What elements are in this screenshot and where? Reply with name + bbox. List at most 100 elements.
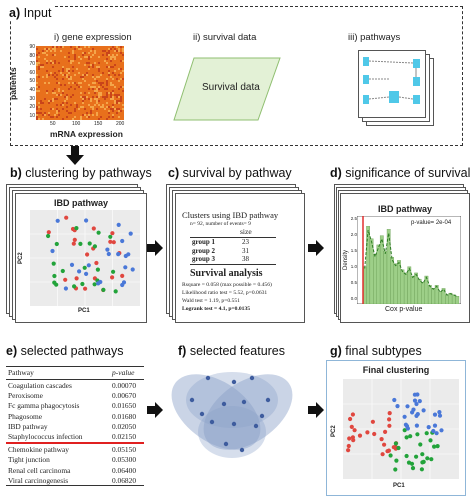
scatter-point bbox=[393, 441, 398, 446]
heatmap-cell bbox=[46, 60, 48, 62]
heatmap-cell bbox=[92, 76, 94, 78]
heatmap-cell bbox=[116, 54, 118, 56]
heatmap-cell bbox=[58, 70, 60, 72]
heatmap-cell bbox=[36, 90, 38, 92]
c-group-row: group 2 31 bbox=[190, 247, 276, 256]
heatmap-cell bbox=[98, 92, 100, 94]
d-histogram bbox=[357, 216, 461, 304]
heatmap-cell bbox=[98, 82, 100, 84]
heatmap-cell bbox=[120, 98, 122, 100]
heatmap-cell bbox=[84, 92, 86, 94]
pathway-row: Chemokine pathway 0.05150 bbox=[6, 444, 144, 454]
heatmap-ylabel: patients bbox=[8, 67, 18, 100]
heatmap-cell bbox=[54, 46, 56, 48]
heatmap-cell bbox=[106, 84, 108, 86]
heatmap-ytick: 70 bbox=[29, 61, 35, 68]
d-ytick: 2.5 bbox=[350, 216, 357, 221]
heatmap-cell bbox=[42, 66, 44, 68]
heatmap-cell bbox=[54, 114, 56, 116]
heatmap-cell bbox=[70, 60, 72, 62]
gene-expression-label: i) gene expression bbox=[54, 32, 132, 43]
heatmap-cell bbox=[74, 110, 76, 112]
c-group-size: 38 bbox=[242, 255, 249, 263]
heatmap-cell bbox=[36, 54, 38, 56]
heatmap-cell bbox=[66, 106, 68, 108]
survival-data-text: Survival data bbox=[202, 82, 260, 93]
pathway-row: Tight junction 0.05300 bbox=[6, 454, 144, 464]
heatmap-ytick: 10 bbox=[29, 112, 35, 119]
d-ytick: 2.0 bbox=[350, 232, 357, 237]
panel-a-header: a) Input bbox=[6, 6, 55, 20]
b-xlabel: PC1 bbox=[78, 308, 90, 314]
d-histogram-bar bbox=[383, 250, 388, 304]
scatter-point bbox=[380, 452, 385, 457]
heatmap-cell bbox=[52, 90, 54, 92]
right-arrow-icon-2 bbox=[308, 240, 324, 256]
panel-g-letter: g) bbox=[330, 344, 342, 358]
heatmap-cell bbox=[64, 74, 66, 76]
d-histogram-bar bbox=[403, 272, 408, 304]
heatmap-cell bbox=[96, 114, 98, 116]
scatter-point bbox=[414, 423, 419, 428]
heatmap-cell bbox=[38, 68, 40, 70]
pathway-row: Phagosome 0.01680 bbox=[6, 411, 144, 421]
heatmap-cell bbox=[98, 66, 100, 68]
scatter-point bbox=[421, 459, 426, 464]
scatter-point bbox=[370, 419, 375, 424]
scatter-point bbox=[357, 433, 363, 438]
heatmap-cell bbox=[68, 72, 70, 74]
heatmap-cell bbox=[44, 98, 46, 100]
scatter-point bbox=[429, 457, 434, 462]
heatmap-cell bbox=[108, 106, 110, 108]
heatmap-cell bbox=[66, 68, 68, 70]
col-pathway-header: Pathway bbox=[8, 368, 34, 377]
heatmap-cell bbox=[36, 62, 38, 64]
scatter-point bbox=[83, 286, 88, 291]
heatmap-cell bbox=[66, 102, 68, 104]
heatmap-cell bbox=[72, 66, 74, 68]
d-histogram-bar bbox=[431, 288, 436, 304]
scatter-point bbox=[414, 401, 419, 407]
heatmap-cell bbox=[68, 112, 70, 114]
heatmap-cell bbox=[84, 80, 86, 82]
heatmap-cell bbox=[118, 50, 120, 52]
scatter-point bbox=[415, 432, 420, 437]
scatter-point bbox=[111, 240, 116, 245]
scatter-point bbox=[388, 453, 393, 458]
scatter-point bbox=[52, 280, 57, 285]
scatter-point bbox=[408, 434, 413, 439]
d-histogram-bar bbox=[438, 291, 442, 304]
heatmap-cell bbox=[106, 52, 108, 54]
heatmap-cell bbox=[52, 46, 54, 48]
g-plot-title: Final clustering bbox=[362, 365, 430, 375]
pathway-pvalue: 0.06400 bbox=[112, 465, 137, 475]
heatmap-cell bbox=[58, 62, 60, 64]
scatter-point bbox=[435, 444, 440, 449]
d-histogram-bar bbox=[393, 263, 398, 304]
heatmap-cell bbox=[74, 88, 76, 90]
heatmap-xticks: 50 100 150 200 bbox=[36, 121, 124, 129]
heatmap-cell bbox=[36, 48, 38, 50]
heatmap-cell bbox=[36, 114, 38, 116]
heatmap-cell bbox=[118, 102, 120, 104]
d-histogram-bar bbox=[445, 294, 449, 304]
heatmap-cell bbox=[110, 66, 112, 68]
panel-b-header: b) clustering by pathways bbox=[10, 166, 152, 180]
heatmap-cell bbox=[92, 88, 94, 90]
heatmap-cell bbox=[120, 86, 122, 88]
scatter-point bbox=[404, 435, 409, 440]
heatmap-cell bbox=[68, 52, 70, 54]
heatmap-cell bbox=[112, 46, 114, 48]
heatmap-ytick: 60 bbox=[29, 69, 35, 76]
scatter-point bbox=[411, 407, 416, 412]
heatmap-cell bbox=[92, 48, 94, 50]
heatmap-cell bbox=[92, 82, 94, 84]
heatmap-cell bbox=[44, 112, 46, 114]
d-histogram-bar bbox=[373, 254, 377, 304]
right-arrow-icon-4 bbox=[308, 402, 324, 418]
heatmap-cell bbox=[40, 66, 42, 68]
heatmap-cell bbox=[80, 106, 82, 108]
pathways-label: iii) pathways bbox=[348, 32, 401, 43]
scatter-point bbox=[82, 265, 87, 270]
d-ytick: 0.0 bbox=[350, 296, 357, 301]
